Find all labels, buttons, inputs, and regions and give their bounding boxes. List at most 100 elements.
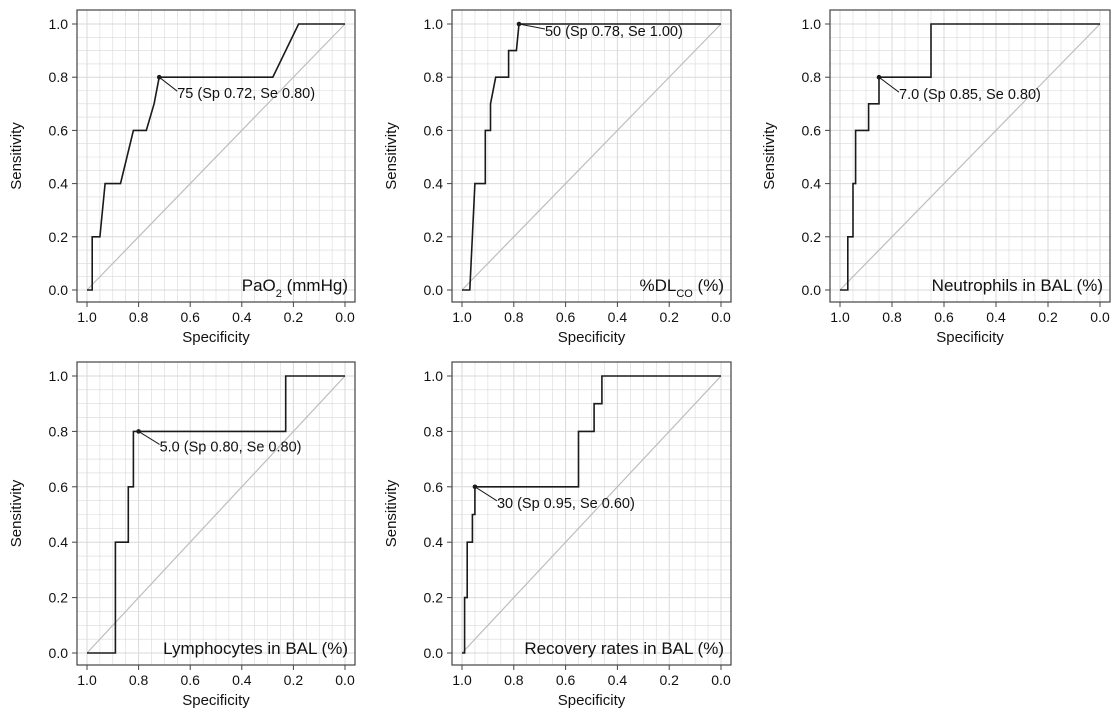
- cutoff-leader-line: [518, 23, 546, 30]
- y-tick-label: 0.2: [802, 229, 822, 245]
- roc-curve-line: [87, 375, 345, 654]
- reference-diagonal: [461, 375, 722, 654]
- y-tick-label: 0.0: [424, 282, 444, 298]
- cutoff-label: 7.0 (Sp 0.85, Se 0.80): [899, 87, 1041, 103]
- y-tick-label: 1.0: [802, 16, 822, 32]
- roc-curve-line: [87, 23, 345, 291]
- panel-title-subscript: 2: [276, 288, 282, 300]
- x-tick-label: 0.4: [986, 309, 1006, 325]
- cutoff-leader-line: [878, 76, 900, 93]
- panel-title: Lymphocytes in BAL (%): [163, 639, 348, 658]
- x-tick-label: 0.6: [180, 672, 200, 688]
- panel-title: Recovery rates in BAL (%): [524, 639, 724, 658]
- y-tick-label: 0.6: [49, 479, 69, 495]
- x-axis-label: Specificity: [558, 329, 626, 346]
- plot-frame: [76, 361, 356, 666]
- x-tick-label: 0.2: [659, 309, 679, 325]
- panel-title-main: %DL: [639, 276, 676, 295]
- x-tick-label: 0.8: [129, 672, 149, 688]
- y-tick-label: 0.6: [49, 122, 69, 138]
- roc-panel-5: 30 (Sp 0.95, Se 0.60) Recovery rates in B…: [383, 361, 732, 709]
- panel-title: Neutrophils in BAL (%): [932, 276, 1103, 295]
- reference-diagonal: [86, 375, 346, 654]
- panel-title: PaO2 (mmHg): [242, 276, 348, 300]
- roc-curve-line: [462, 23, 721, 291]
- panel-title-main: Neutrophils in BAL (%): [932, 276, 1103, 295]
- x-tick-label: 0.0: [335, 672, 355, 688]
- y-tick-label: 0.8: [49, 69, 69, 85]
- x-tick-label: 1.0: [830, 309, 850, 325]
- x-tick-label: 0.4: [608, 309, 628, 325]
- cutoff-point: [516, 21, 522, 27]
- x-tick-label: 0.4: [232, 309, 252, 325]
- x-tick-label: 0.6: [934, 309, 954, 325]
- x-axis-label: Specificity: [558, 692, 626, 709]
- x-tick-label: 0.8: [504, 672, 524, 688]
- y-tick-label: 0.2: [424, 229, 444, 245]
- x-tick-label: 0.0: [1090, 309, 1110, 325]
- y-tick-label: 1.0: [424, 16, 444, 32]
- x-tick-label: 1.0: [77, 672, 97, 688]
- grid: [830, 10, 1110, 302]
- panel-title-main: Lymphocytes in BAL (%): [163, 639, 348, 658]
- y-tick-label: 0.4: [424, 534, 444, 550]
- y-tick-label: 0.6: [424, 122, 444, 138]
- y-tick-label: 0.8: [49, 423, 69, 439]
- cutoff-point: [876, 74, 882, 80]
- y-axis-label: Sensitivity: [383, 122, 400, 190]
- y-tick-label: 1.0: [424, 368, 444, 384]
- x-tick-label: 0.6: [556, 672, 576, 688]
- x-tick-label: 0.0: [335, 309, 355, 325]
- reference-diagonal: [461, 23, 722, 291]
- y-tick-label: 0.4: [802, 176, 822, 192]
- x-tick-label: 0.8: [129, 309, 149, 325]
- x-axis-label: Specificity: [182, 329, 250, 346]
- x-tick-label: 0.2: [1038, 309, 1058, 325]
- panel-title-unit: (mmHg): [282, 276, 348, 295]
- x-tick-label: 0.2: [284, 672, 304, 688]
- reference-diagonal: [86, 23, 346, 291]
- x-tick-label: 1.0: [452, 672, 472, 688]
- cutoff-label: 75 (Sp 0.72, Se 0.80): [177, 86, 315, 102]
- panel-title-main: PaO: [242, 276, 276, 295]
- x-axis-label: Specificity: [182, 692, 250, 709]
- y-tick-label: 0.8: [424, 423, 444, 439]
- y-tick-label: 0.2: [49, 590, 69, 606]
- cutoff-leader-line: [158, 76, 178, 92]
- roc-panel-1: 75 (Sp 0.72, Se 0.80) PaO2 (mmHg) 1.0 0.8 0.…: [8, 9, 356, 346]
- y-tick-label: 0.0: [49, 282, 69, 298]
- x-tick-label: 0.4: [232, 672, 252, 688]
- x-tick-label: 0.8: [882, 309, 902, 325]
- panel-title-subscript: CO: [676, 288, 693, 300]
- y-axis-label: Sensitivity: [383, 479, 400, 547]
- x-tick-label: 0.0: [711, 672, 731, 688]
- y-axis-label: Sensitivity: [8, 122, 25, 190]
- plot-frame: [829, 9, 1111, 303]
- y-axis-label: Sensitivity: [8, 479, 25, 547]
- panel-title-main: Recovery rates in BAL (%): [524, 639, 724, 658]
- plot-frame: [451, 361, 732, 666]
- cutoff-leader-line: [138, 430, 160, 445]
- cutoff-point: [156, 74, 162, 80]
- y-tick-label: 0.0: [424, 645, 444, 661]
- y-tick-label: 0.6: [802, 122, 822, 138]
- panel-title: %DLCO (%): [639, 276, 724, 300]
- x-tick-label: 0.2: [284, 309, 304, 325]
- roc-curve-line: [840, 23, 1100, 291]
- panel-title-unit: (%): [693, 276, 724, 295]
- y-tick-label: 0.6: [424, 479, 444, 495]
- y-tick-label: 0.0: [49, 645, 69, 661]
- x-tick-label: 0.0: [711, 309, 731, 325]
- x-tick-label: 0.6: [180, 309, 200, 325]
- plot-frame: [76, 9, 356, 303]
- y-tick-label: 0.4: [49, 534, 69, 550]
- roc-panel-2: 50 (Sp 0.78, Se 1.00) %DLCO (%) 1.0 0.8 0.6 0…: [383, 9, 732, 346]
- roc-panel-4: 5.0 (Sp 0.80, Se 0.80) Lymphocytes in BAL…: [8, 361, 356, 709]
- y-tick-label: 0.2: [49, 229, 69, 245]
- grid: [452, 362, 731, 665]
- y-tick-label: 0.8: [802, 69, 822, 85]
- grid: [77, 362, 355, 665]
- plot-frame: [451, 9, 732, 303]
- roc-panel-3: 7.0 (Sp 0.85, Se 0.80) Neutrophils in BAL…: [761, 9, 1111, 346]
